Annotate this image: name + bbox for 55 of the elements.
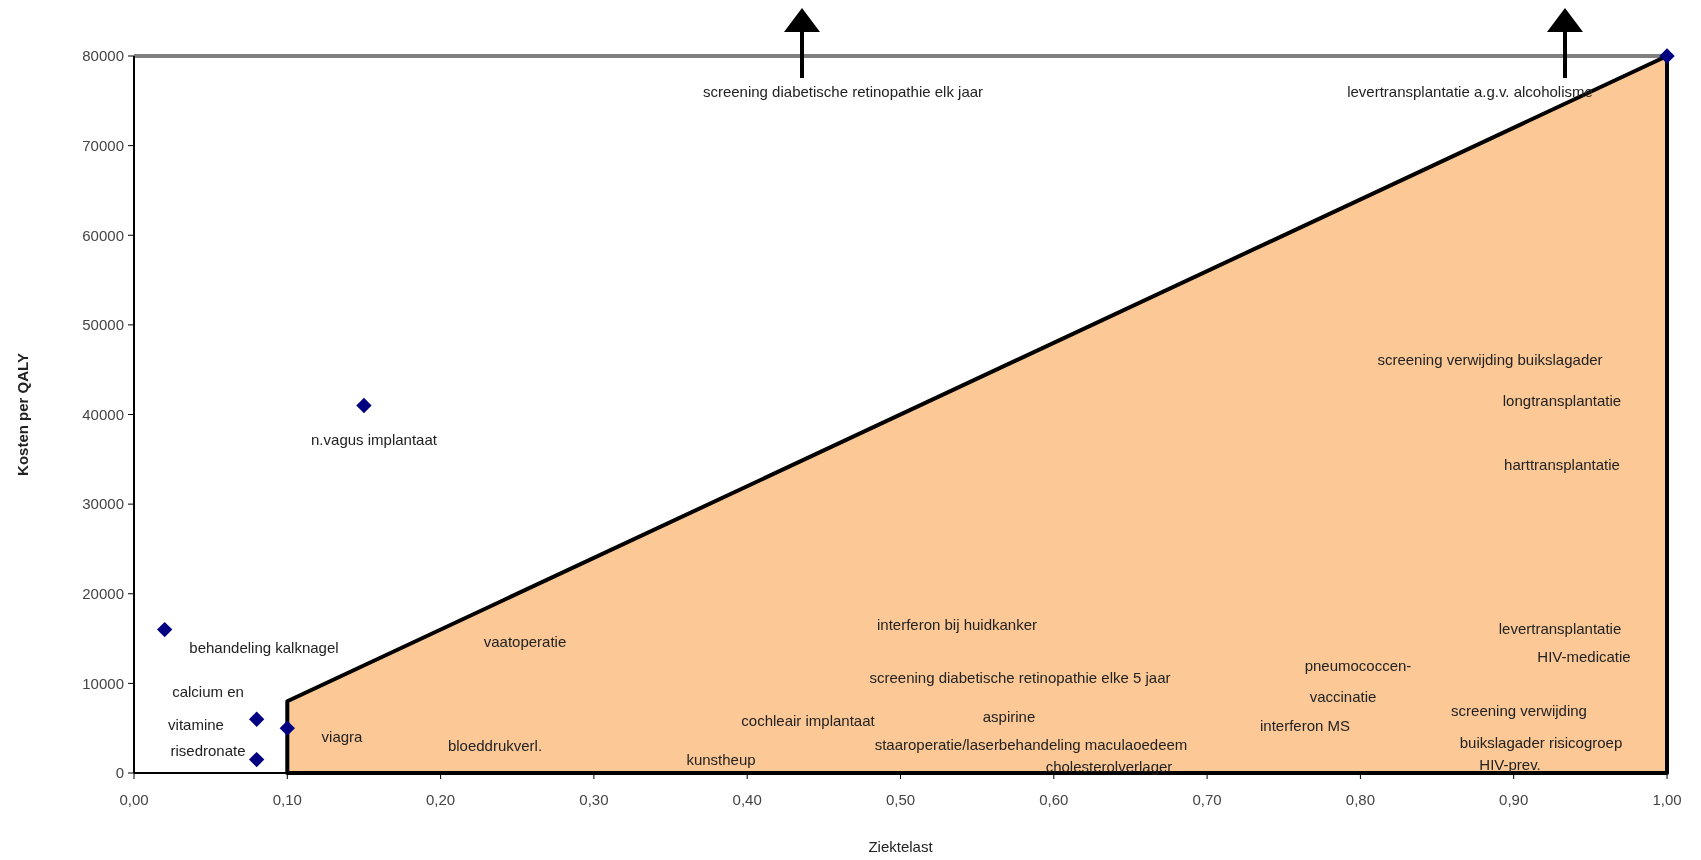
x-tick-label: 0,70 [1192, 791, 1222, 808]
y-tick-label: 60000 [82, 226, 124, 244]
annotation: calcium en [172, 683, 244, 701]
annotation: cholesterolverlager [1045, 758, 1173, 776]
annotation: staaroperatie/laserbehandeling maculaoedeem [874, 736, 1188, 754]
annotation: vitamine [168, 716, 224, 734]
annotation: screening verwijding buikslagader [1377, 351, 1603, 369]
annotation: vaccinatie [1309, 688, 1377, 706]
annotation: pneumococcen- [1304, 657, 1412, 675]
y-tick-label: 70000 [82, 136, 124, 154]
point [156, 621, 173, 638]
x-tick-label: 0,00 [119, 791, 149, 808]
x-tick-label: 0,60 [1039, 791, 1069, 808]
x-axis-title: Ziektelast [868, 838, 934, 855]
y-axis-title: Kosten per QALY [14, 353, 31, 476]
y-tick-label: 40000 [82, 405, 124, 423]
x-tick-label: 0,10 [272, 791, 302, 808]
annotation: levertransplantatie [1498, 620, 1622, 638]
annotation: HIV-prev. [1479, 756, 1541, 774]
annotation: behandeling kalknagel [189, 639, 339, 657]
annotation: n.vagus implantaat [311, 431, 438, 449]
annotation: screening verwijding [1451, 702, 1587, 720]
annotation: vaatoperatie [483, 633, 567, 651]
y-tick-label: 10000 [82, 674, 124, 692]
x-tick-label: 0,90 [1499, 791, 1529, 808]
annotation: bloeddrukverl. [447, 737, 543, 755]
annotation: screening diabetische retinopathie elke 5 jaar [869, 669, 1171, 687]
y-tick-label: 30000 [82, 495, 124, 513]
y-tick-label: 80000 [82, 47, 124, 65]
x-tick-label: 0,30 [579, 791, 609, 808]
x-tick-label: 0,20 [426, 791, 456, 808]
annotation: harttransplantatie [1504, 456, 1620, 474]
annotation: cochleair implantaat [741, 712, 876, 730]
point [356, 397, 372, 414]
annotation: aspirine [982, 708, 1036, 726]
annotation: kunstheup [686, 751, 756, 769]
point [279, 720, 295, 736]
annotation: interferon MS [1259, 717, 1351, 735]
annotation: screening diabetische retinopathie elk jaar [702, 83, 984, 101]
x-tick-label: 0,80 [1345, 791, 1375, 808]
annotation: buikslagader risicogroep [1459, 734, 1623, 752]
annotation: interferon bij huidkanker [876, 616, 1038, 634]
x-tick-label: 0,40 [732, 791, 762, 808]
point [248, 711, 265, 727]
point [1659, 48, 1675, 64]
annotation: longtransplantatie [1502, 392, 1622, 410]
y-tick-label: 20000 [82, 585, 124, 602]
y-tick-label: 50000 [82, 316, 124, 334]
x-tick-label: 0,50 [885, 791, 916, 808]
x-tick-label: 1,00 [1652, 791, 1682, 808]
y-tick-label: 0 [115, 764, 124, 782]
annotation: risedronate [170, 742, 246, 760]
annotation: viagra [321, 728, 364, 746]
annotation: HIV-medicatie [1537, 648, 1631, 666]
point [248, 751, 265, 768]
